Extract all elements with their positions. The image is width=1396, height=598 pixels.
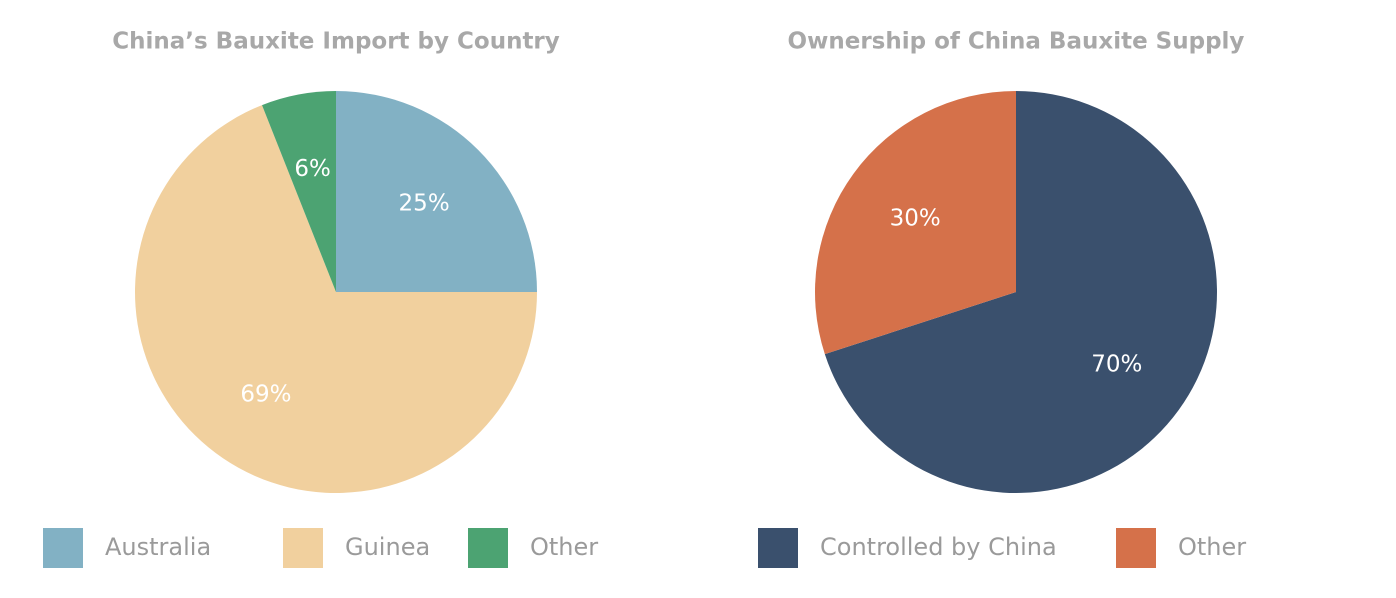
chart-title: China’s Bauxite Import by Country [112,29,560,55]
legend-label: Guinea [345,533,430,561]
slice-label: 69% [240,382,291,408]
legend-label: Other [530,533,598,561]
slice-label: 70% [1091,352,1142,378]
legend-swatch [283,528,323,568]
legend-label: Controlled by China [820,533,1057,561]
legend-label: Other [1178,533,1246,561]
slice-label: 6% [294,156,331,182]
slice-label: 25% [399,190,450,216]
pie-slice [336,91,537,292]
legend-swatch [758,528,798,568]
legend-swatch [1116,528,1156,568]
chart-title: Ownership of China Bauxite Supply [788,29,1245,55]
slice-label: 30% [890,205,941,231]
legend-swatch [468,528,508,568]
legend-label: Australia [105,533,211,561]
pie-slice [824,91,1217,493]
pie-slice [262,91,336,292]
pie-slice [135,105,537,494]
pie-slice [815,91,1016,355]
legend-swatch [43,528,83,568]
